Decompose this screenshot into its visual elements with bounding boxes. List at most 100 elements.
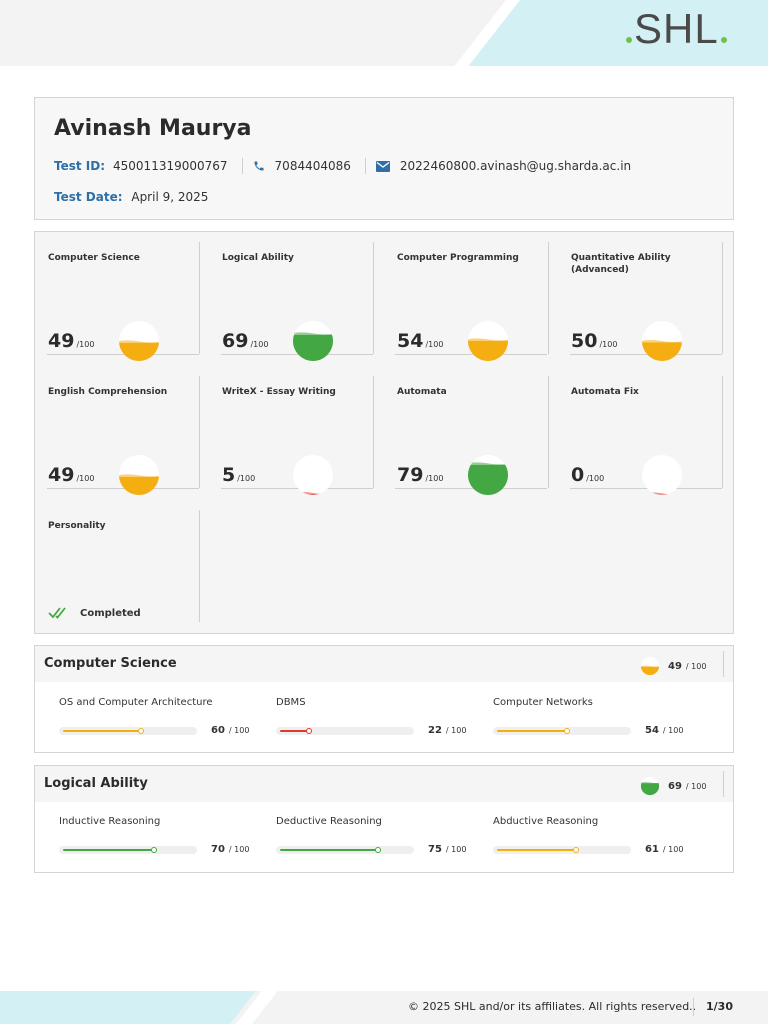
gauge-background [293,455,333,495]
gauge-fill [119,476,159,495]
row-divider [221,488,373,489]
footer-teal-shape [0,991,256,1024]
module-name: Computer Programming [397,253,519,263]
module-score: 0/100 [571,464,605,486]
test-id-value: 450011319000767 [113,159,228,173]
candidate-name: Avinash Maurya [54,116,252,141]
shl-logo: SHL [626,2,727,56]
module-card: Automata 79/100 [384,376,549,495]
gauge-fill [119,342,159,361]
subscore-fill [280,730,309,732]
gauge-fill [293,334,333,361]
subscore-knob [305,728,312,734]
row-divider [395,488,547,489]
subscore-name: OS and Computer Architecture [59,697,213,708]
gauge-fill [642,342,682,361]
module-card: WriteX - Essay Writing 5/100 [209,376,374,495]
module-gauge [119,321,159,361]
gauge-fill [640,666,660,676]
module-score: 79/100 [397,464,444,486]
phone-icon [253,160,265,172]
logo-dot-right [720,37,727,43]
subscore-track [493,727,631,735]
subscore-name: Inductive Reasoning [59,816,161,827]
module-name: Personality [48,521,106,531]
subscore-knob [564,728,571,734]
subscore-knob [151,847,157,853]
subscore-knob [573,847,580,853]
module-name: Computer Science [48,253,140,263]
subscore-name: Abductive Reasoning [493,816,599,827]
double-check-icon [48,607,66,619]
subscore-value: 70/ 100 [211,844,250,855]
subscore-track [59,727,197,735]
subscore-track [59,846,197,854]
row-divider [221,354,373,355]
info-separator [364,158,366,174]
email-value: 2022460800.avinash@ug.sharda.ac.in [399,159,632,173]
row-divider [570,354,722,355]
gauge-fill [468,464,508,495]
subscore-value: 22/ 100 [428,725,467,736]
copyright-text: © 2025 SHL and/or its affiliates. All ri… [408,1000,697,1013]
test-id-label: Test ID: [54,159,106,173]
module-card: Automata Fix 0/100 [558,376,723,495]
page-footer-band [0,991,768,1024]
footer-divider [693,998,694,1016]
section-score: 49/ 100 [640,656,706,676]
module-name: Logical Ability [222,253,294,263]
module-name: Automata [397,387,447,397]
module-name: Quantitative Ability (Advanced) [571,253,671,275]
module-gauge [468,455,508,495]
subscore-knob [138,728,144,734]
module-card: Computer Science 49/100 [35,242,200,361]
test-date-label: Test Date: [54,190,123,204]
page-header-band [0,0,768,66]
email-icon [375,160,390,172]
completed-label: Completed [80,607,141,619]
row-divider [395,354,547,355]
row-divider [570,488,722,489]
subscore-track [276,846,414,854]
subscore-value: 60/ 100 [211,725,250,736]
header-divider [723,771,724,797]
module-name: English Comprehension [48,387,168,397]
module-score: 49/100 [48,464,95,486]
module-gauge [642,321,682,361]
module-name: WriteX - Essay Writing [222,387,336,397]
subscore-name: Deductive Reasoning [276,816,382,827]
module-gauge [119,455,159,495]
subscore-knob [374,847,381,853]
subscore-track [493,846,631,854]
section-gauge [640,776,660,796]
section-header: Computer Science 49/ 100 [35,646,733,682]
module-score: 54/100 [397,330,444,352]
subscore-value: 61/ 100 [645,844,684,855]
module-score: 50/100 [571,330,618,352]
subscore-value: 54/ 100 [645,725,684,736]
candidate-card: Avinash Maurya Test ID: 450011319000767 … [34,97,734,220]
subscore-name: DBMS [276,697,306,708]
subscore-fill [63,730,141,732]
section-score: 69/ 100 [640,776,706,796]
subscore-fill [280,849,378,851]
subscore-fill [63,849,154,851]
module-card: Logical Ability 69/100 [209,242,374,361]
candidate-info-row: Test ID: 450011319000767 7084404086 2022… [54,158,631,174]
section-gauge [640,656,660,676]
test-date-row: Test Date: April 9, 2025 [54,190,208,204]
module-name: Automata Fix [571,387,639,397]
module-card: Quantitative Ability (Advanced) 50/100 [558,242,723,361]
row-divider [47,354,199,355]
personality-card: Personality Completed [35,510,200,622]
module-gauge [468,321,508,361]
gauge-fill [640,783,660,796]
section-logical-ability: Logical Ability 69/ 100 Inductive Reason… [34,765,734,873]
section-computer-science: Computer Science 49/ 100 OS and Computer… [34,645,734,753]
module-gauge [293,455,333,495]
phone-value: 7084404086 [274,159,351,173]
subscore-track [276,727,414,735]
logo-dot-left [626,37,632,43]
module-gauge [293,321,333,361]
gauge-fill [468,340,508,361]
